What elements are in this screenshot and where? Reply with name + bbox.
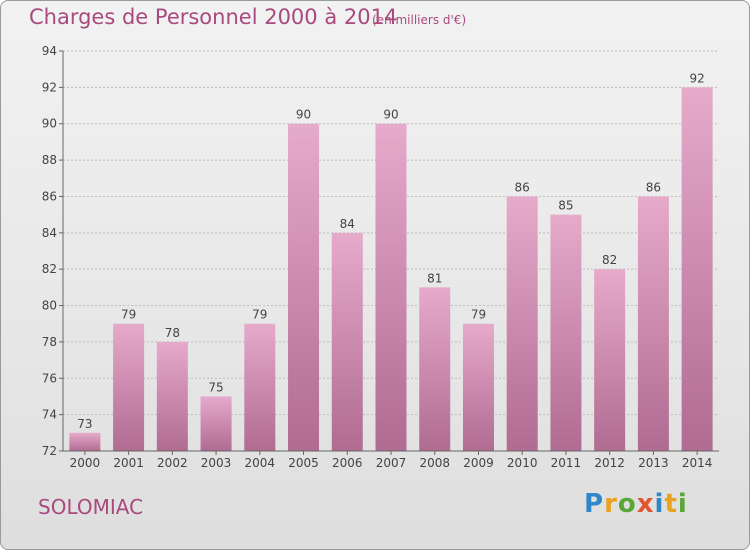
bar-2003: [200, 396, 232, 451]
y-tick-label: 88: [42, 153, 57, 167]
logo-letter: P: [584, 489, 605, 519]
x-tick-label: 2008: [419, 456, 450, 470]
bar-2010: [506, 196, 538, 451]
y-tick-label: 72: [42, 444, 57, 458]
x-tick-label: 2001: [113, 456, 144, 470]
data-label: 79: [471, 308, 486, 322]
bar-2007: [375, 123, 407, 452]
x-tick-label: 2003: [201, 456, 232, 470]
place-name: SOLOMIAC: [38, 495, 144, 519]
y-tick-label: 86: [42, 189, 57, 203]
x-tick-label: 2004: [245, 456, 276, 470]
x-tick-label: 2010: [507, 456, 538, 470]
data-label: 75: [208, 380, 223, 394]
x-tick-label: 2014: [682, 456, 713, 470]
chart-title: Charges de Personnel 2000 à 2014: [29, 5, 398, 29]
bar-2009: [462, 323, 494, 451]
logo-letter: t: [664, 489, 678, 519]
y-tick-label: 92: [42, 80, 57, 94]
data-label: 90: [383, 108, 398, 122]
bar-2001: [113, 323, 145, 451]
y-tick-label: 82: [42, 262, 57, 276]
bar-2005: [288, 123, 320, 452]
bar-2006: [331, 232, 363, 451]
logo-letter: i: [654, 489, 665, 519]
x-tick-label: 2002: [157, 456, 188, 470]
bar-2014: [681, 87, 713, 451]
y-tick-label: 78: [42, 335, 57, 349]
axes: 72 74 76 78 80 82 84 86 88 90 92 94 2000 2001 2002 2003…: [42, 44, 719, 470]
x-tick-label: 2012: [594, 456, 625, 470]
x-tick-label: 2005: [288, 456, 319, 470]
bar-2011: [550, 214, 582, 451]
data-label: 73: [77, 417, 92, 431]
data-labels: 73 79 78 75 79 90 84 90 81 79 86 85 82 86 92: [77, 71, 705, 430]
data-label: 86: [646, 180, 661, 194]
logo-letter: x: [636, 489, 655, 519]
data-label: 85: [558, 199, 573, 213]
data-label: 81: [427, 271, 442, 285]
logo-letter: r: [604, 489, 618, 519]
y-tick-label: 76: [42, 371, 57, 385]
x-tick-label: 2000: [70, 456, 101, 470]
x-tick-label: 2009: [463, 456, 494, 470]
bar-2008: [419, 287, 451, 451]
y-tick-label: 74: [42, 408, 57, 422]
data-label: 82: [602, 253, 617, 267]
x-tick-label: 2011: [551, 456, 582, 470]
bar-2012: [594, 269, 626, 451]
y-tick-label: 84: [42, 226, 57, 240]
y-tick-label: 94: [42, 44, 57, 58]
y-tick-label: 80: [42, 299, 57, 313]
logo-letter: i: [677, 489, 688, 519]
data-label: 86: [515, 180, 530, 194]
data-label: 84: [340, 217, 355, 231]
data-label: 79: [252, 308, 267, 322]
bars: [69, 87, 713, 452]
y-tick-label: 90: [42, 117, 57, 131]
proxiti-logo[interactable]: Proxiti: [584, 489, 688, 519]
data-label: 78: [165, 326, 180, 340]
x-tick-label: 2007: [376, 456, 407, 470]
bar-2013: [637, 196, 669, 451]
chart-subtitle: (en milliers d'€): [372, 13, 467, 27]
bar-2002: [156, 341, 188, 451]
data-label: 79: [121, 308, 136, 322]
logo-letter: o: [617, 489, 637, 519]
data-label: 90: [296, 108, 311, 122]
bar-2000: [69, 432, 101, 451]
data-label: 92: [689, 71, 704, 85]
bar-2004: [244, 323, 276, 451]
x-tick-label: 2006: [332, 456, 363, 470]
x-tick-label: 2013: [638, 456, 669, 470]
